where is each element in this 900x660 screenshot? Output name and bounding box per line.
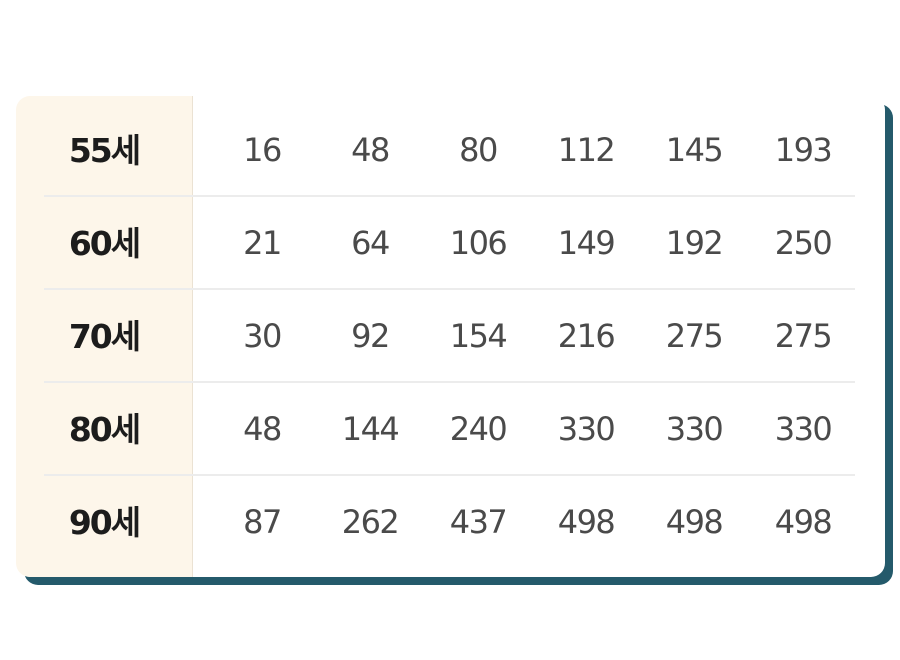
table-row: 90세 87 262 437 498 498 498 <box>16 476 885 569</box>
table-cell: 80 <box>459 131 498 169</box>
table-cell: 144 <box>341 410 400 448</box>
table-row: 70세 30 92 154 216 275 275 <box>16 290 885 383</box>
row-divider <box>44 195 855 197</box>
table-cell: 498 <box>665 503 724 541</box>
row-divider <box>44 381 855 383</box>
row-divider <box>44 288 855 290</box>
age-label: 80세 <box>68 410 141 449</box>
table-cell: 498 <box>774 503 833 541</box>
age-label: 70세 <box>68 317 141 356</box>
age-label: 55세 <box>68 131 141 170</box>
table-cell: 193 <box>774 131 833 169</box>
table-cell: 240 <box>449 410 508 448</box>
table-cell: 87 <box>243 503 282 541</box>
table-cell: 106 <box>449 224 508 262</box>
table-cell: 330 <box>665 410 724 448</box>
table-cell: 216 <box>557 317 616 355</box>
table-cell: 21 <box>243 224 282 262</box>
table-cell: 498 <box>557 503 616 541</box>
table-cell: 437 <box>449 503 508 541</box>
table-cell: 48 <box>243 410 282 448</box>
table-cell: 330 <box>557 410 616 448</box>
table-row: 60세 21 64 106 149 192 250 <box>16 197 885 290</box>
table-cell: 275 <box>774 317 833 355</box>
table-cell: 330 <box>774 410 833 448</box>
table-cell: 149 <box>557 224 616 262</box>
table-cell: 275 <box>665 317 724 355</box>
table-row: 80세 48 144 240 330 330 330 <box>16 383 885 476</box>
table-cell: 262 <box>341 503 400 541</box>
table-cell: 112 <box>557 131 616 169</box>
row-divider <box>44 474 855 476</box>
table-cell: 30 <box>243 317 282 355</box>
table-cell: 48 <box>351 131 390 169</box>
age-table: 55세 16 48 80 112 145 193 60세 21 64 106 1… <box>16 96 885 577</box>
table-cell: 192 <box>665 224 724 262</box>
age-label: 60세 <box>68 224 141 263</box>
table-cell: 92 <box>351 317 390 355</box>
table-cell: 154 <box>449 317 508 355</box>
table-cell: 145 <box>665 131 724 169</box>
table-cell: 64 <box>351 224 390 262</box>
age-label: 90세 <box>68 503 141 542</box>
table-cell: 16 <box>243 131 282 169</box>
age-label-column <box>16 96 193 577</box>
table-row: 55세 16 48 80 112 145 193 <box>16 104 885 197</box>
table-cell: 250 <box>774 224 833 262</box>
